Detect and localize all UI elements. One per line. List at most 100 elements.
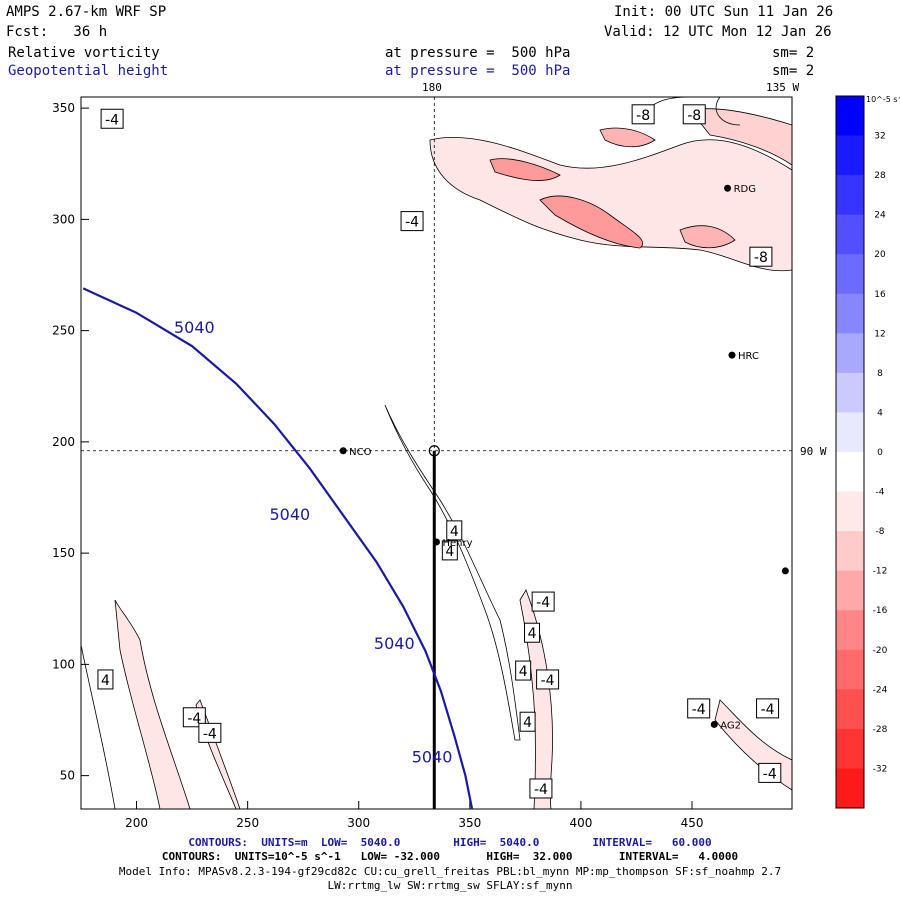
vorticity-label: 4 <box>519 711 536 732</box>
vorticity-label-text: 4 <box>519 664 528 680</box>
vorticity-label: 4 <box>441 540 458 561</box>
height-contours: 5040 5040 5040 5040 <box>82 287 474 810</box>
vorticity-label: -4 <box>182 707 206 728</box>
colorbar-tick-label: -28 <box>873 725 888 735</box>
vorticity-label-text: -4 <box>536 595 550 611</box>
vorticity-label-box <box>536 669 560 690</box>
vorticity-label: -4 <box>756 698 780 719</box>
y-tick-label: 150 <box>52 546 75 560</box>
colorbar-tick-label: -4 <box>876 488 885 498</box>
colorbar-tick-label: 12 <box>874 329 885 339</box>
colorbar-tick-label: 8 <box>877 369 883 379</box>
y-tick-label: 300 <box>52 212 75 226</box>
vorticity-label-text: -4 <box>405 215 419 231</box>
vorticity-label-box <box>749 246 773 267</box>
vorticity-label-text: 4 <box>528 626 537 642</box>
y-tick-label: 50 <box>60 769 75 783</box>
colorbar-tick-label: -20 <box>873 646 888 656</box>
colorbar-swatch <box>836 214 864 255</box>
station-marker <box>724 184 732 192</box>
lon-label-180: 180 <box>422 81 442 94</box>
vorticity-label-text: -4 <box>692 702 706 718</box>
field2-smoothing: sm= 2 <box>772 63 815 79</box>
station-marker <box>728 351 736 359</box>
colorbar-tick-label: -8 <box>876 527 885 537</box>
stations: NCO Henry RDG HRC AG2 <box>339 184 789 731</box>
vorticity-negative-area <box>539 195 643 249</box>
footer-vorticity-contours: CONTOURS: UNITS=10^-5 s^-1 LOW= -32.000 … <box>161 850 739 863</box>
vorticity-label-box <box>529 778 553 799</box>
vorticity-label-text: -4 <box>534 782 548 798</box>
vorticity-label: 4 <box>515 660 532 681</box>
colorbar-swatch <box>836 570 864 611</box>
colorbar-tick-label: 16 <box>874 290 886 300</box>
height-contour-label: 5040 <box>269 505 310 524</box>
vorticity-label-box <box>515 660 532 681</box>
colorbar-unit: 10^-5 s^-1 <box>866 95 900 104</box>
colorbar-frame <box>835 95 865 809</box>
field2-name: Geopotential height <box>8 63 169 79</box>
colorbar-tick-label: 0 <box>877 448 883 458</box>
y-tick-label: 100 <box>52 657 75 671</box>
vorticity-label-text: -4 <box>761 702 775 718</box>
colorbar-swatch <box>836 293 864 334</box>
vorticity-label-box <box>400 211 424 232</box>
colorbar-swatch <box>836 175 864 216</box>
vorticity-label-box <box>531 591 555 612</box>
colorbar-tick-label: -16 <box>873 606 888 616</box>
vorticity-label: -4 <box>758 762 782 783</box>
colorbar-swatch <box>836 372 864 413</box>
vorticity-labels: -4 -8 -8-4-844-444-44-4-4-4 -44-4-4 <box>97 104 782 799</box>
colorbar-swatch <box>836 531 864 572</box>
x-tick-label: 200 <box>125 816 148 830</box>
vorticity-label: 4 <box>524 622 541 643</box>
vorticity-label: -8 <box>631 104 655 125</box>
vorticity-label: -8 <box>682 104 706 125</box>
colorbar-tick-label: 24 <box>874 211 886 221</box>
station-marker <box>781 567 789 575</box>
vorticity-label: -8 <box>749 246 773 267</box>
vorticity-label-box <box>682 104 706 125</box>
forecast-hour: Fcst: 36 h <box>6 24 108 40</box>
colorbar-tick-label: -32 <box>873 764 888 774</box>
x-tick-label: 350 <box>458 816 481 830</box>
vorticity-label-text: -4 <box>763 766 777 782</box>
footer-model-info: Model Info: MPASv8.2.3-194-gf29cd82c CU:… <box>118 865 782 878</box>
height-contour-line <box>82 287 474 810</box>
vorticity-positive-contour <box>81 642 116 809</box>
colorbar-swatch <box>836 452 864 493</box>
vorticity-label-box <box>687 698 711 719</box>
vorticity-label: -4 <box>687 698 711 719</box>
vorticity-label-text: -8 <box>636 108 650 124</box>
vorticity-negative-area <box>489 158 561 181</box>
colorbar-tick-label: 28 <box>874 171 886 181</box>
vorticity-label-text: 4 <box>445 544 454 560</box>
vorticity-label-box <box>519 711 536 732</box>
lon-label-135w: 135 W <box>766 81 800 94</box>
vorticity-label-text: -8 <box>687 108 701 124</box>
field1-name: Relative vorticity <box>8 45 160 61</box>
x-tick-label: 450 <box>681 816 704 830</box>
vorticity-negative-area <box>679 225 736 249</box>
vorticity-label: -4 <box>531 591 555 612</box>
colorbar-tick-label: -12 <box>873 567 888 577</box>
colorbar-swatch <box>836 610 864 651</box>
vorticity-label-text: -4 <box>105 112 119 128</box>
colorbar-tick-label: 20 <box>874 250 886 260</box>
field1-smoothing: sm= 2 <box>772 45 815 61</box>
station-label: AG2 <box>720 720 741 731</box>
vorticity-negative-area <box>114 599 191 809</box>
vorticity-negative-area <box>429 136 792 272</box>
vorticity-label-box <box>97 669 114 690</box>
vorticity-label: 4 <box>446 520 463 541</box>
vorticity-negative-area <box>599 127 656 148</box>
vorticity-label: -4 <box>400 211 424 232</box>
vorticity-positive-contour <box>384 404 521 741</box>
colorbar-swatch <box>836 728 864 769</box>
vorticity-negative-area <box>689 108 792 166</box>
colorbar-swatch <box>836 768 864 809</box>
vorticity-label-box <box>631 104 655 125</box>
vorticity-label-text: 4 <box>450 524 459 540</box>
station-label: RDG <box>734 184 756 195</box>
